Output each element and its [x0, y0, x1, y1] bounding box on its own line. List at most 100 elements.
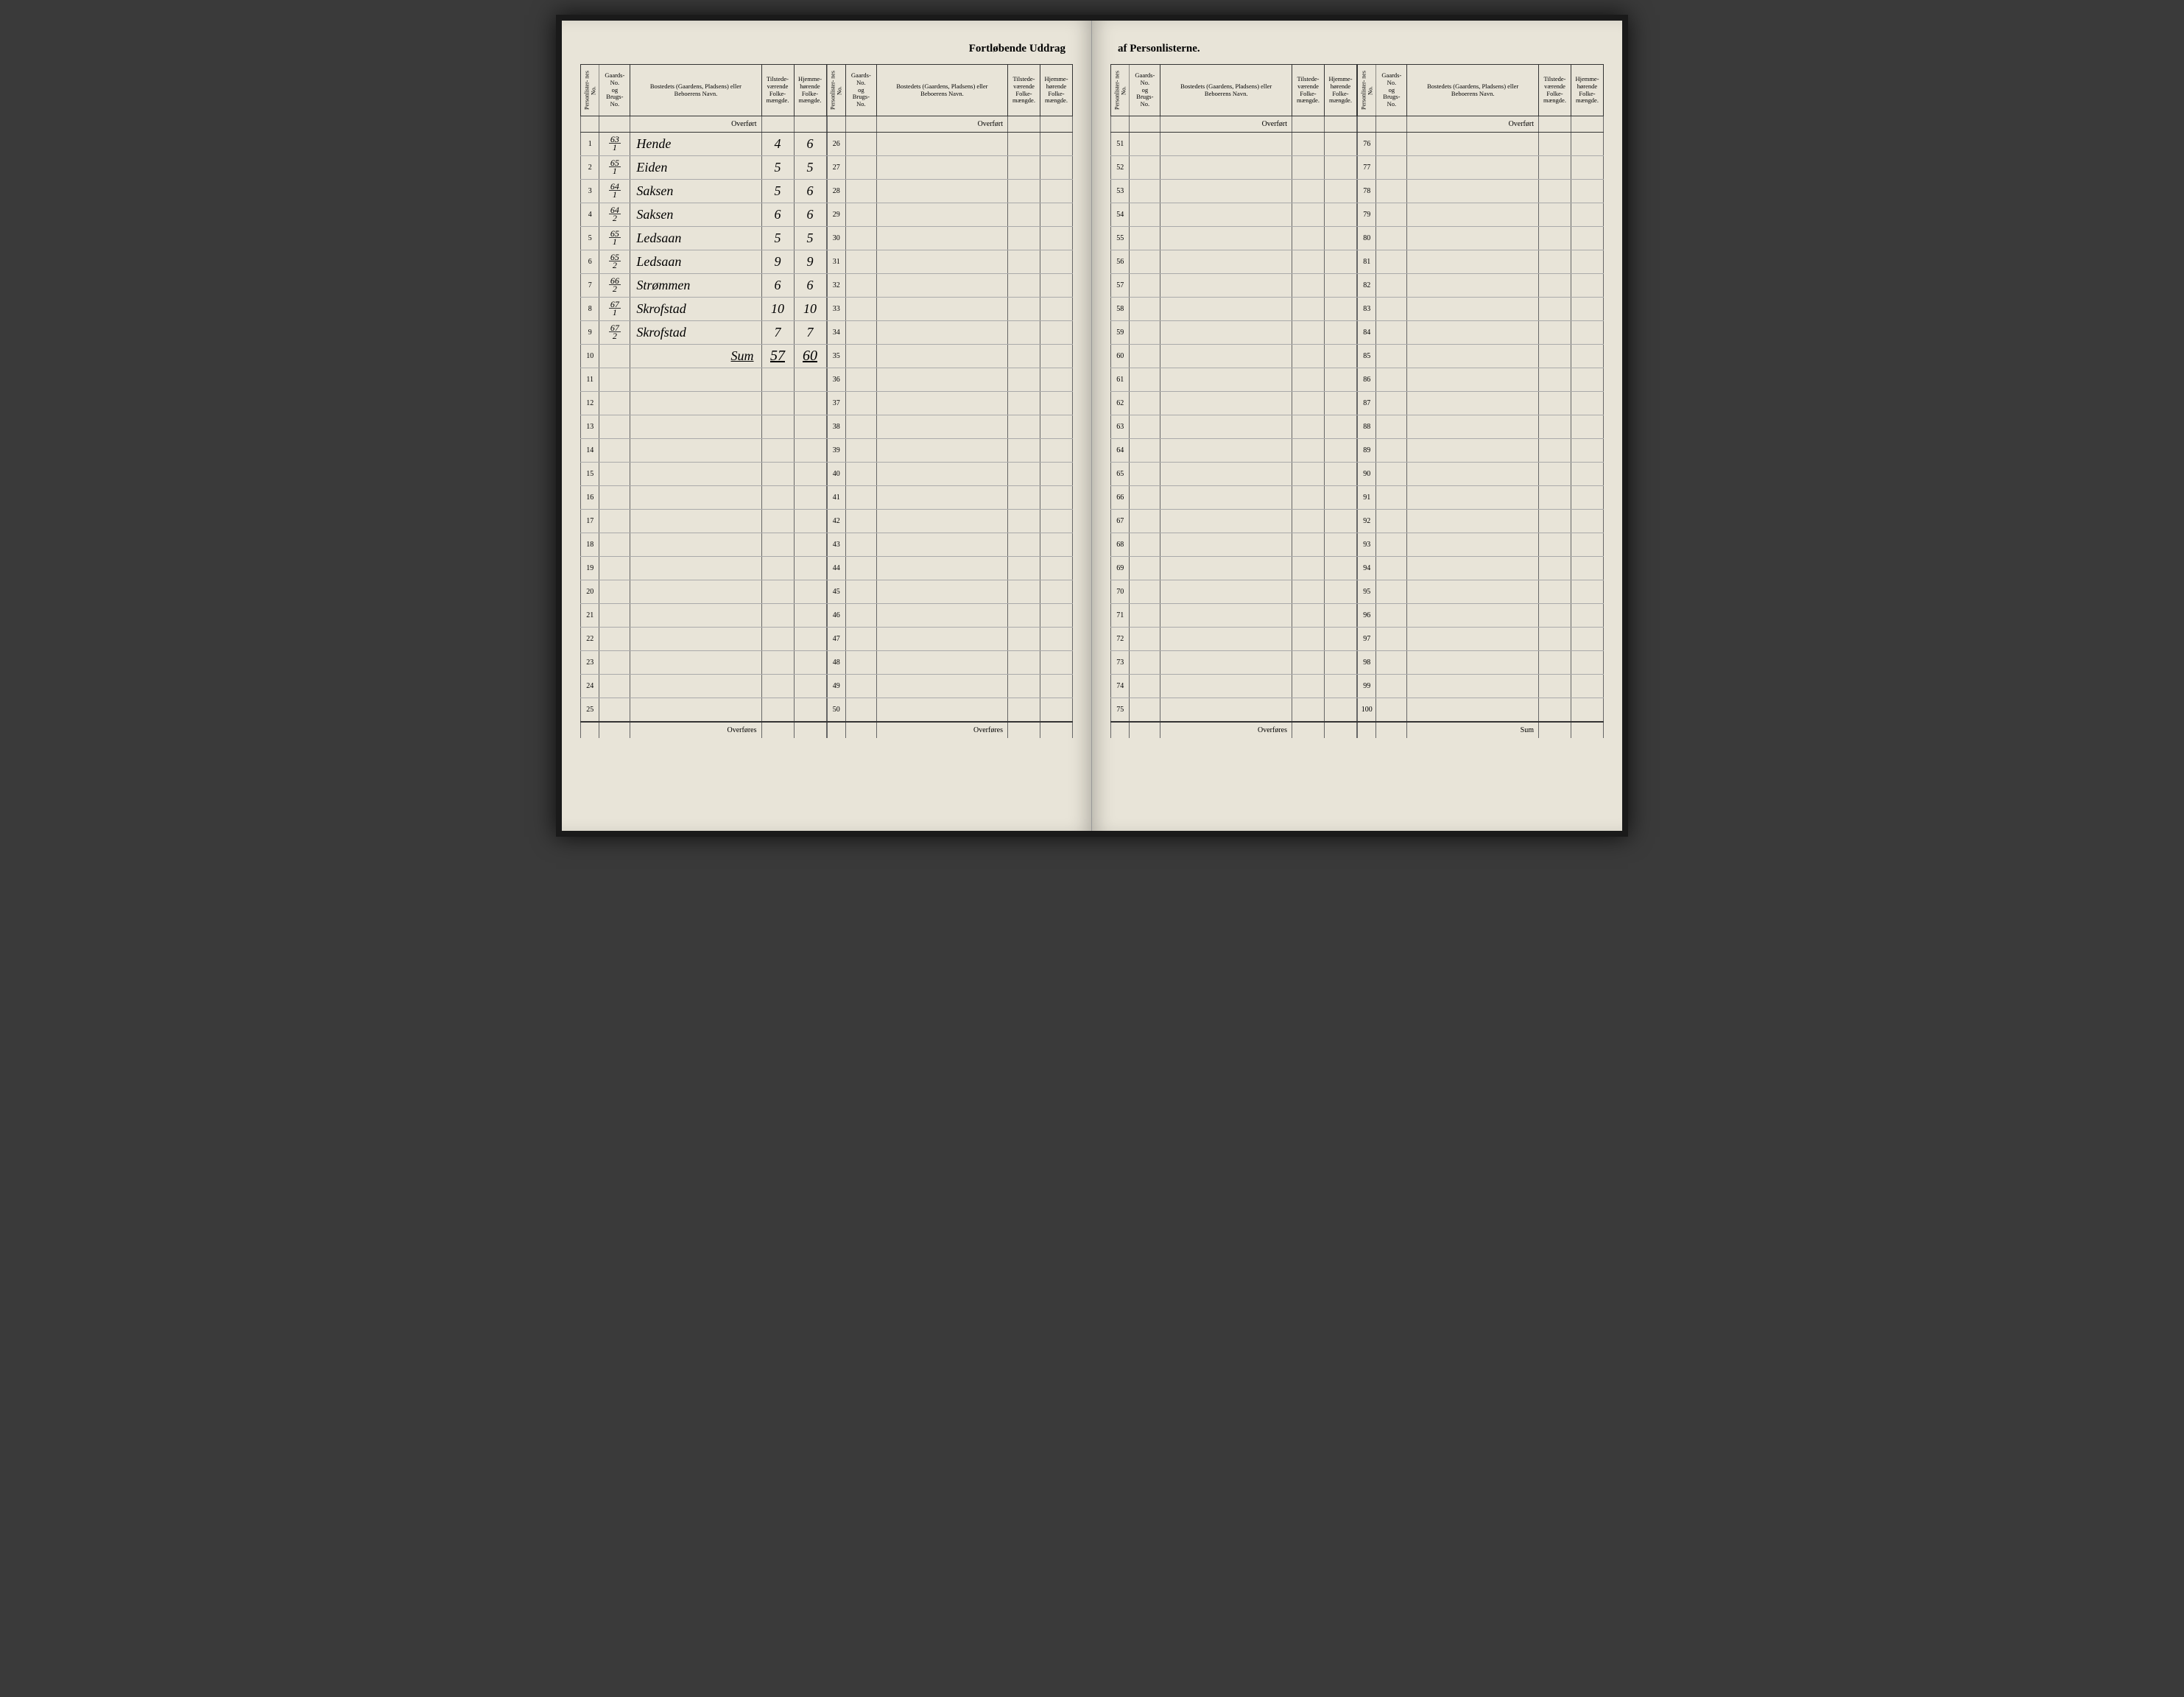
ledger-row-empty: 90 — [1358, 463, 1604, 486]
row-number: 86 — [1358, 368, 1376, 392]
ledger-row-empty: 42 — [827, 510, 1073, 533]
left-page: Fortløbende Uddrag Personlister- nes No.… — [562, 21, 1092, 831]
overfort-label: Overført — [630, 116, 761, 133]
ledger-row-empty: 76 — [1358, 133, 1604, 156]
row-number: 20 — [581, 580, 599, 604]
ledger-row-empty: 77 — [1358, 156, 1604, 180]
ledger-row-empty: 33 — [827, 298, 1073, 321]
row-number: 5 — [581, 227, 599, 250]
ledger-row-empty: 28 — [827, 180, 1073, 203]
bosted-name: Saksen — [630, 180, 761, 203]
ledger-row-empty: 97 — [1358, 628, 1604, 651]
tilstede-count: 10 — [761, 298, 794, 321]
col-bosted: Bostedets (Gaardens, Pladsens) ellerBebo… — [630, 65, 761, 116]
col-bosted: Bostedets (Gaardens, Pladsens) ellerBebo… — [876, 65, 1007, 116]
row-number: 27 — [827, 156, 845, 180]
ledger-row-empty: 70 — [1111, 580, 1357, 604]
ledger-row-empty: 81 — [1358, 250, 1604, 274]
row-number: 52 — [1111, 156, 1130, 180]
overfort-label: Overført — [1160, 116, 1292, 133]
row-number: 72 — [1111, 628, 1130, 651]
sum-row: 10 Sum 57 60 — [581, 345, 827, 368]
row-number: 36 — [827, 368, 845, 392]
sum-label: Sum — [630, 345, 761, 368]
row-number: 97 — [1358, 628, 1376, 651]
ledger-row-empty: 98 — [1358, 651, 1604, 675]
bosted-name: Skrofstad — [630, 298, 761, 321]
row-number: 23 — [581, 651, 599, 675]
ledger-row-empty: 100 — [1358, 698, 1604, 722]
row-number: 85 — [1358, 345, 1376, 368]
bosted-name: Ledsaan — [630, 250, 761, 274]
row-number: 65 — [1111, 463, 1130, 486]
col-personliste: Personlister- nes No. — [581, 65, 599, 116]
tilstede-count: 4 — [761, 133, 794, 156]
ledger-row-empty: 53 — [1111, 180, 1357, 203]
row-number: 9 — [581, 321, 599, 345]
ledger-row-empty: 65 — [1111, 463, 1357, 486]
ledger-row-empty: 22 — [581, 628, 827, 651]
tilstede-count: 5 — [761, 156, 794, 180]
row-number: 18 — [581, 533, 599, 557]
overfort-row: Overført — [581, 116, 827, 133]
ledger-row-empty: 79 — [1358, 203, 1604, 227]
col-bosted: Bostedets (Gaardens, Pladsens) ellerBebo… — [1160, 65, 1292, 116]
ledger-row-empty: 89 — [1358, 439, 1604, 463]
bosted-name: Eiden — [630, 156, 761, 180]
ledger-row-empty: 67 — [1111, 510, 1357, 533]
ledger-row-empty: 31 — [827, 250, 1073, 274]
row-number: 77 — [1358, 156, 1376, 180]
ledger-row-empty: 35 — [827, 345, 1073, 368]
row-number: 24 — [581, 675, 599, 698]
row-number: 79 — [1358, 203, 1376, 227]
overfort-row: Overført — [1358, 116, 1604, 133]
ledger-row-empty: 64 — [1111, 439, 1357, 463]
row-number: 29 — [827, 203, 845, 227]
gaard-no: 631 — [599, 133, 630, 156]
ledger-row-empty: 26 — [827, 133, 1073, 156]
census-ledger-book: Fortløbende Uddrag Personlister- nes No.… — [556, 15, 1628, 837]
bosted-name: Ledsaan — [630, 227, 761, 250]
col-hjemme: Hjemme-hørendeFolke-mængde. — [1325, 65, 1357, 116]
ledger-row-empty: 61 — [1111, 368, 1357, 392]
ledger-row-empty: 49 — [827, 675, 1073, 698]
row-number: 51 — [1111, 133, 1130, 156]
row-number: 17 — [581, 510, 599, 533]
row-number: 42 — [827, 510, 845, 533]
col-hjemme: Hjemme-hørendeFolke-mængde. — [794, 65, 826, 116]
row-number: 4 — [581, 203, 599, 227]
ledger-row: 4 642 Saksen 6 6 — [581, 203, 827, 227]
ledger-row-empty: 36 — [827, 368, 1073, 392]
ledger-row-empty: 58 — [1111, 298, 1357, 321]
row-number: 95 — [1358, 580, 1376, 604]
row-number: 73 — [1111, 651, 1130, 675]
row-number: 60 — [1111, 345, 1130, 368]
tilstede-count: 6 — [761, 274, 794, 298]
row-number: 76 — [1358, 133, 1376, 156]
tilstede-count: 5 — [761, 180, 794, 203]
hjemme-count: 5 — [794, 156, 826, 180]
ledger-row-empty: 93 — [1358, 533, 1604, 557]
col-hjemme: Hjemme-hørendeFolke-mængde. — [1040, 65, 1073, 116]
ledger-table: Personlister- nes No. Gaards-No.ogBrugs-… — [827, 64, 1074, 738]
row-number: 66 — [1111, 486, 1130, 510]
ledger-row-empty: 20 — [581, 580, 827, 604]
ledger-row-empty: 92 — [1358, 510, 1604, 533]
ledger-row-empty: 91 — [1358, 486, 1604, 510]
ledger-row-empty: 14 — [581, 439, 827, 463]
ledger-header: Personlister- nes No. Gaards-No.ogBrugs-… — [827, 65, 1073, 116]
row-number: 92 — [1358, 510, 1376, 533]
ledger-row-empty: 72 — [1111, 628, 1357, 651]
row-number: 44 — [827, 557, 845, 580]
ledger-row-empty: 54 — [1111, 203, 1357, 227]
row-number: 75 — [1111, 698, 1130, 722]
gaard-no: 651 — [599, 227, 630, 250]
ledger-row-empty: 59 — [1111, 321, 1357, 345]
row-number: 58 — [1111, 298, 1130, 321]
row-number: 57 — [1111, 274, 1130, 298]
row-number: 50 — [827, 698, 845, 722]
hjemme-count: 6 — [794, 133, 826, 156]
ledger-row-empty: 94 — [1358, 557, 1604, 580]
row-number: 7 — [581, 274, 599, 298]
row-number: 31 — [827, 250, 845, 274]
